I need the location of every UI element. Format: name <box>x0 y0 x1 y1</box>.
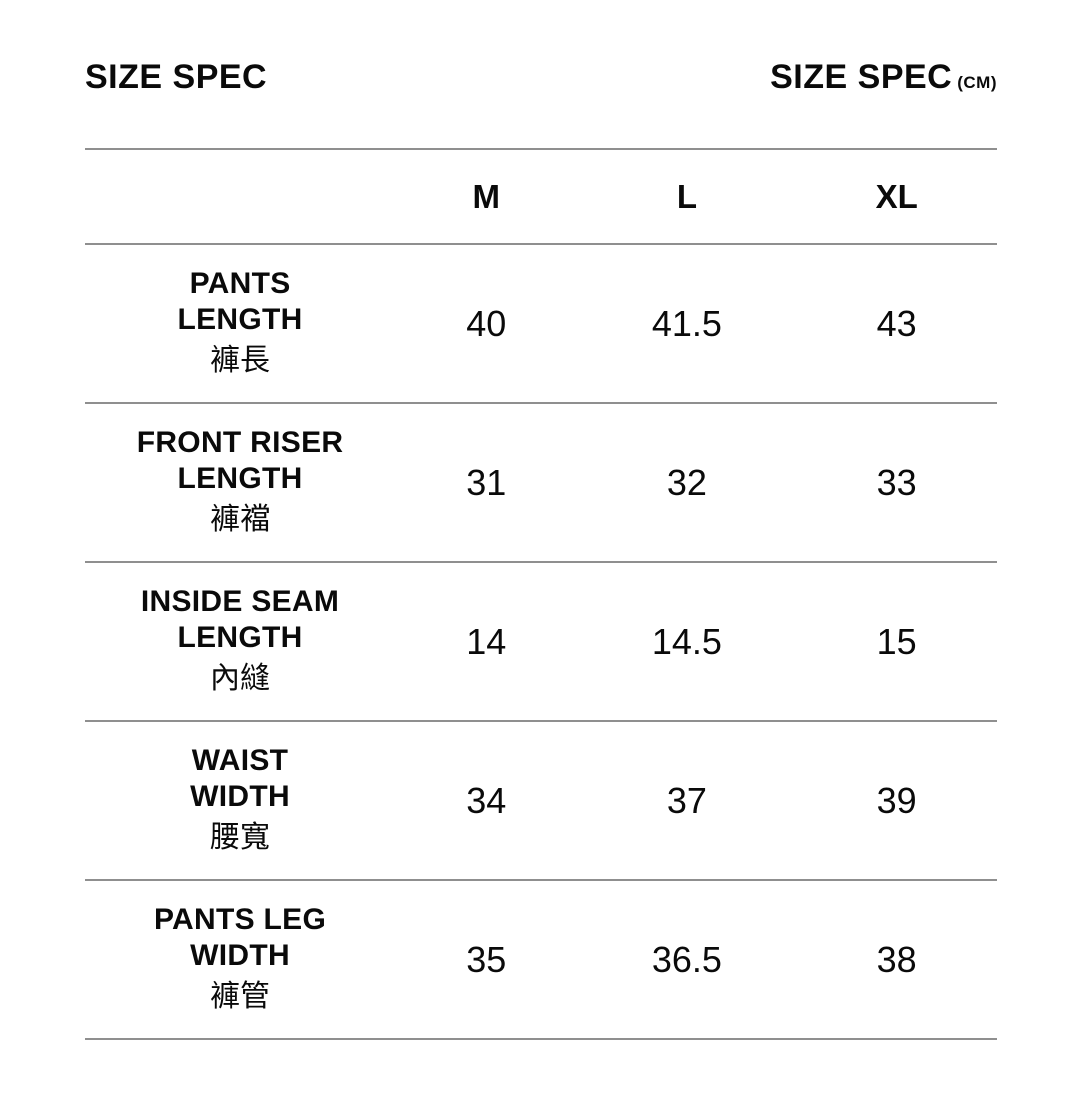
value-cell-m: 31 <box>466 461 507 503</box>
row-label-zh: 內縫 <box>210 661 271 695</box>
row-label-inside-seam-length: INSIDE SEAM LENGTH 內縫 <box>85 562 395 721</box>
value-cell-l: 41.5 <box>651 302 722 344</box>
value-cell-l: 37 <box>666 779 707 821</box>
row-label-en-line2: LENGTH <box>177 461 303 495</box>
value-cell-l: 32 <box>666 461 707 503</box>
label-column-header <box>85 149 395 244</box>
page-title-right: SIZE SPEC (CM) <box>770 58 997 97</box>
page-title-right-text: SIZE SPEC <box>770 58 953 96</box>
value-cell-m: 40 <box>466 302 507 344</box>
row-label-zh: 褲襠 <box>210 502 271 536</box>
row-label-en-line1: WAIST <box>191 743 289 777</box>
row-label-en-line1: PANTS LEG <box>153 902 327 936</box>
value-cell-xl: 38 <box>876 938 917 980</box>
unit-label: (CM) <box>957 73 997 92</box>
value-cell-l: 36.5 <box>651 938 722 980</box>
size-spec-table: M L XL PANTS LENGTH 褲長 40 41.5 43 FRONT … <box>85 148 997 1040</box>
value-cell-m: 34 <box>466 779 507 821</box>
row-label-en-line1: PANTS <box>189 266 291 300</box>
row-label-en-line1: INSIDE SEAM <box>140 584 340 618</box>
row-label-zh: 褲長 <box>210 343 271 377</box>
value-cell-xl: 15 <box>876 620 917 662</box>
table-row-inside-seam-length: INSIDE SEAM LENGTH 內縫 14 14.5 15 <box>85 562 997 721</box>
column-header-l: L <box>676 177 697 215</box>
row-label-en-line1: FRONT RISER <box>136 425 344 459</box>
row-label-pants-leg-width: PANTS LEG WIDTH 褲管 <box>85 880 395 1039</box>
row-label-zh: 腰寬 <box>210 820 271 854</box>
row-label-waist-width: WAIST WIDTH 腰寬 <box>85 721 395 880</box>
table-row-pants-length: PANTS LENGTH 褲長 40 41.5 43 <box>85 244 997 403</box>
table-row-pants-leg-width: PANTS LEG WIDTH 褲管 35 36.5 38 <box>85 880 997 1039</box>
row-label-en-line2: WIDTH <box>190 779 290 813</box>
row-label-en-line2: LENGTH <box>177 302 303 336</box>
row-label-zh: 褲管 <box>210 979 271 1013</box>
table-header-row: M L XL <box>85 149 997 244</box>
value-cell-l: 14.5 <box>651 620 722 662</box>
row-label-front-riser-length: FRONT RISER LENGTH 褲襠 <box>85 403 395 562</box>
value-cell-xl: 39 <box>876 779 917 821</box>
row-label-en-line2: WIDTH <box>190 938 290 972</box>
row-label-en-line2: LENGTH <box>177 620 303 654</box>
column-header-xl: XL <box>875 177 918 215</box>
table-row-front-riser-length: FRONT RISER LENGTH 褲襠 31 32 33 <box>85 403 997 562</box>
header: SIZE SPEC SIZE SPEC (CM) <box>85 58 997 97</box>
value-cell-xl: 43 <box>876 302 917 344</box>
table-row-waist-width: WAIST WIDTH 腰寬 34 37 39 <box>85 721 997 880</box>
column-header-m: M <box>472 177 501 215</box>
row-label-pants-length: PANTS LENGTH 褲長 <box>85 244 395 403</box>
value-cell-m: 14 <box>466 620 507 662</box>
page-title: SIZE SPEC <box>85 58 268 96</box>
value-cell-m: 35 <box>466 938 507 980</box>
value-cell-xl: 33 <box>876 461 917 503</box>
